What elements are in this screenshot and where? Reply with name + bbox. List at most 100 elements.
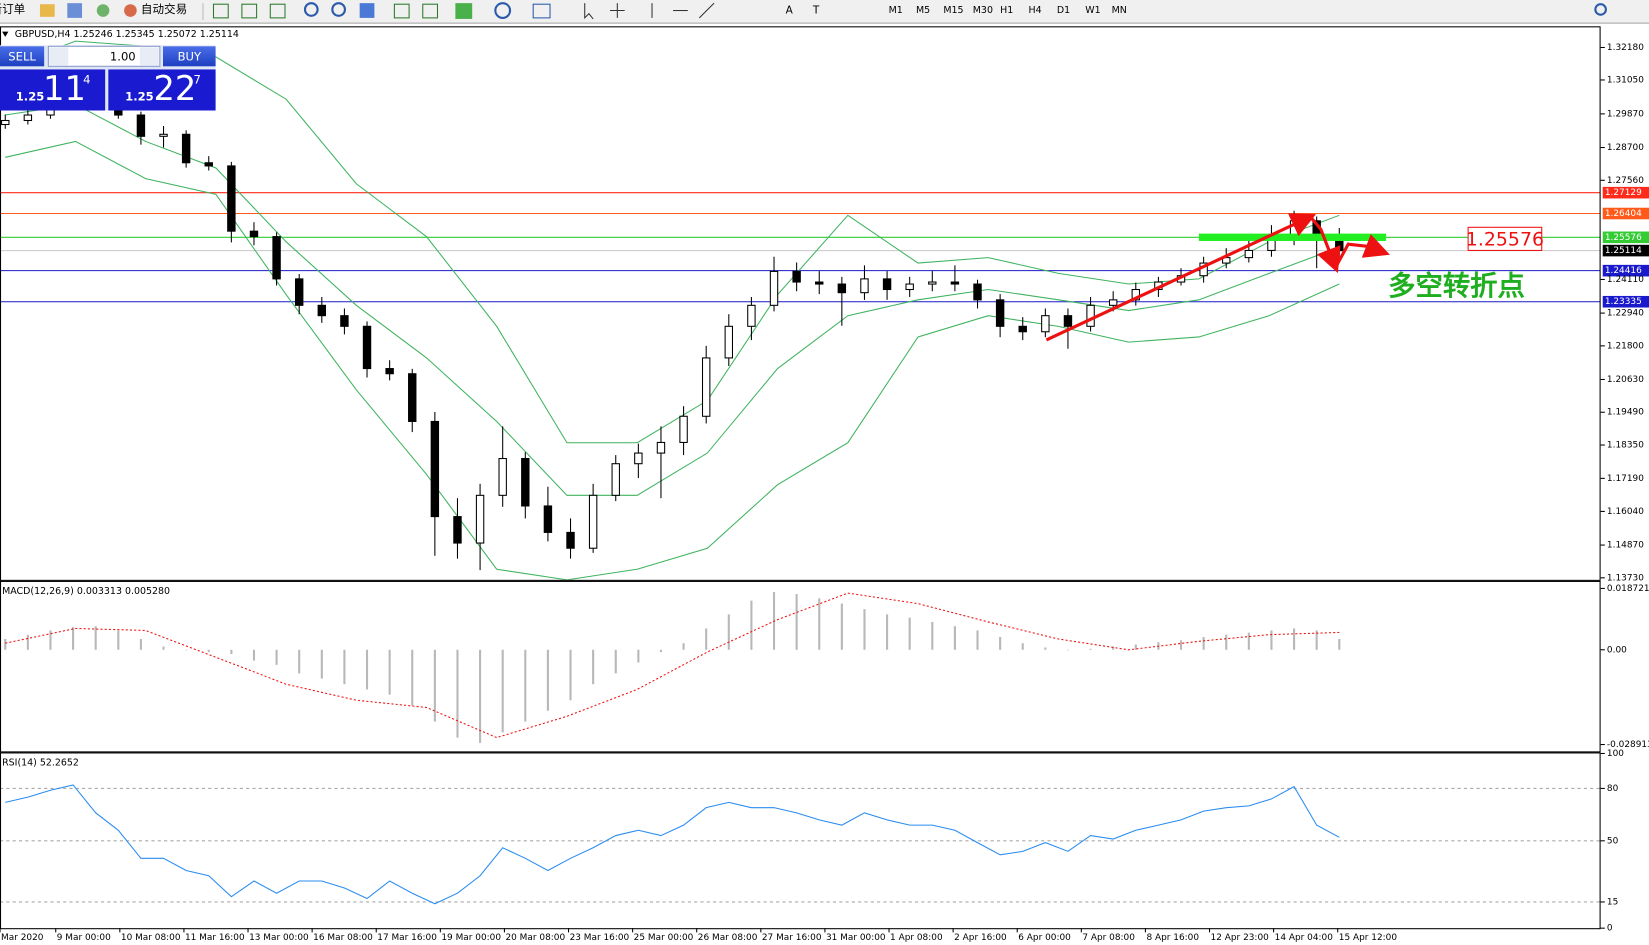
- zoom-in[interactable]: [303, 2, 319, 17]
- zoom-out[interactable]: [331, 2, 346, 17]
- ask-pips[interactable]: 22: [154, 69, 197, 108]
- icon[interactable]: [393, 3, 410, 19]
- candle-body: [340, 315, 349, 327]
- toolbar: 新订单 自动交易 A T M1 M5 M15 M30 H1 H4 D1 W1 MN: [0, 0, 1649, 24]
- icon[interactable]: [39, 4, 55, 17]
- timeframe-button[interactable]: D1: [1057, 5, 1070, 16]
- y-tick-label: -0.028913: [1607, 740, 1649, 750]
- lot-value[interactable]: 1.00: [110, 49, 136, 63]
- sell-button[interactable]: [0, 46, 45, 67]
- macd-bar: [501, 649, 504, 733]
- sell-label[interactable]: SELL: [8, 49, 36, 63]
- icon[interactable]: [241, 3, 258, 19]
- macd-panel-border: [0, 580, 1601, 753]
- current-price-bg: [1602, 244, 1649, 257]
- macd-bar: [908, 617, 911, 650]
- icon[interactable]: [359, 3, 375, 18]
- y-tick-label: 50: [1607, 836, 1619, 846]
- candle-body: [385, 368, 394, 375]
- x-tick-label: 27 Mar 16:00: [762, 933, 822, 943]
- price-callout-box: [1467, 226, 1543, 251]
- timeframe-button[interactable]: M1: [889, 5, 903, 16]
- y-tick-label: 1.17190: [1607, 474, 1644, 484]
- candle-body: [521, 458, 530, 507]
- candle-body: [317, 304, 327, 317]
- candle-body: [792, 270, 801, 283]
- crosshair-tool[interactable]: [609, 3, 625, 18]
- y-tick-label: 100: [1607, 749, 1624, 759]
- icon[interactable]: [494, 2, 512, 19]
- macd-signal: [5, 592, 1340, 739]
- ask-box[interactable]: [108, 69, 216, 111]
- timeframes: M1 M5 M15 M30 H1 H4 D1 W1 MN: [889, 5, 1127, 16]
- macd-bar: [72, 627, 75, 650]
- panel-macd: [4, 592, 1341, 743]
- trendline-tool[interactable]: [698, 2, 715, 19]
- arrow: [1045, 213, 1317, 342]
- icon[interactable]: [532, 3, 551, 19]
- level-label: 1.24416: [1605, 266, 1642, 276]
- macd-bar: [1293, 628, 1296, 650]
- timeframe-button[interactable]: H4: [1029, 5, 1042, 16]
- icon[interactable]: [212, 3, 229, 19]
- cursor-tool[interactable]: [584, 3, 594, 20]
- icon[interactable]: [269, 3, 286, 19]
- macd-bar: [840, 603, 843, 650]
- macd-bar: [433, 649, 436, 722]
- icon[interactable]: [422, 3, 439, 19]
- lot-down[interactable]: [49, 47, 69, 66]
- turning-point-note: 多空转折点: [1388, 270, 1525, 302]
- candle-body: [453, 516, 462, 544]
- macd-bar: [682, 643, 685, 650]
- search[interactable]: [1594, 3, 1607, 16]
- bid-box[interactable]: [0, 69, 106, 111]
- price-callout: 1.25576: [1466, 228, 1544, 250]
- y-tick-label: 15: [1607, 897, 1618, 907]
- timeframe-button[interactable]: H1: [1000, 5, 1013, 16]
- text-tool[interactable]: A: [786, 5, 794, 17]
- candle-body: [950, 281, 960, 285]
- ask-point[interactable]: 7: [194, 72, 201, 86]
- candle-body: [272, 236, 281, 280]
- macd-bar: [614, 649, 617, 674]
- x-tick-label: 1 Apr 08:00: [890, 933, 943, 943]
- macd-bar: [1338, 638, 1341, 650]
- buy-label[interactable]: BUY: [178, 49, 202, 63]
- lot-field[interactable]: [47, 45, 161, 67]
- ask-prefix[interactable]: 1.25: [125, 89, 154, 103]
- candle-body: [159, 133, 168, 137]
- label-tool[interactable]: T: [812, 5, 820, 17]
- bid-prefix[interactable]: 1.25: [16, 89, 45, 103]
- chart-menu-icon[interactable]: [2, 31, 9, 37]
- y-tick-label: 1.32180: [1607, 43, 1644, 53]
- macd-bar: [637, 649, 640, 663]
- rsi-title: RSI(14) 52.2652: [2, 757, 79, 768]
- macd-bar: [705, 628, 708, 650]
- bid-point[interactable]: 4: [83, 72, 90, 86]
- y-tick-label: 1.18350: [1607, 441, 1644, 451]
- candle-body: [181, 133, 191, 164]
- timeframe-button[interactable]: W1: [1085, 5, 1100, 16]
- auto-trading-button[interactable]: 自动交易: [141, 2, 187, 16]
- timeframe-button[interactable]: M15: [943, 5, 963, 16]
- macd-bar: [1134, 644, 1137, 650]
- timeframe-button[interactable]: M30: [973, 5, 993, 16]
- icon[interactable]: [455, 3, 473, 19]
- auto-trading-icon[interactable]: [124, 4, 137, 17]
- icon[interactable]: [67, 3, 83, 18]
- icon[interactable]: [96, 4, 110, 17]
- plot-layer: [0, 40, 1601, 905]
- bid-pips[interactable]: 11: [43, 69, 86, 108]
- candle-body: [860, 278, 869, 294]
- timeframe-button[interactable]: M5: [916, 5, 930, 16]
- lot-up[interactable]: [139, 47, 159, 66]
- level-label-bg: [1602, 186, 1649, 199]
- macd-bar: [1021, 643, 1024, 650]
- level-label-bg: [1602, 231, 1649, 244]
- buy-button[interactable]: [163, 46, 216, 67]
- new-order-button[interactable]: 新订单: [0, 2, 25, 16]
- macd-bar: [546, 649, 549, 711]
- candle-body: [837, 283, 847, 294]
- timeframe-button[interactable]: MN: [1112, 5, 1127, 16]
